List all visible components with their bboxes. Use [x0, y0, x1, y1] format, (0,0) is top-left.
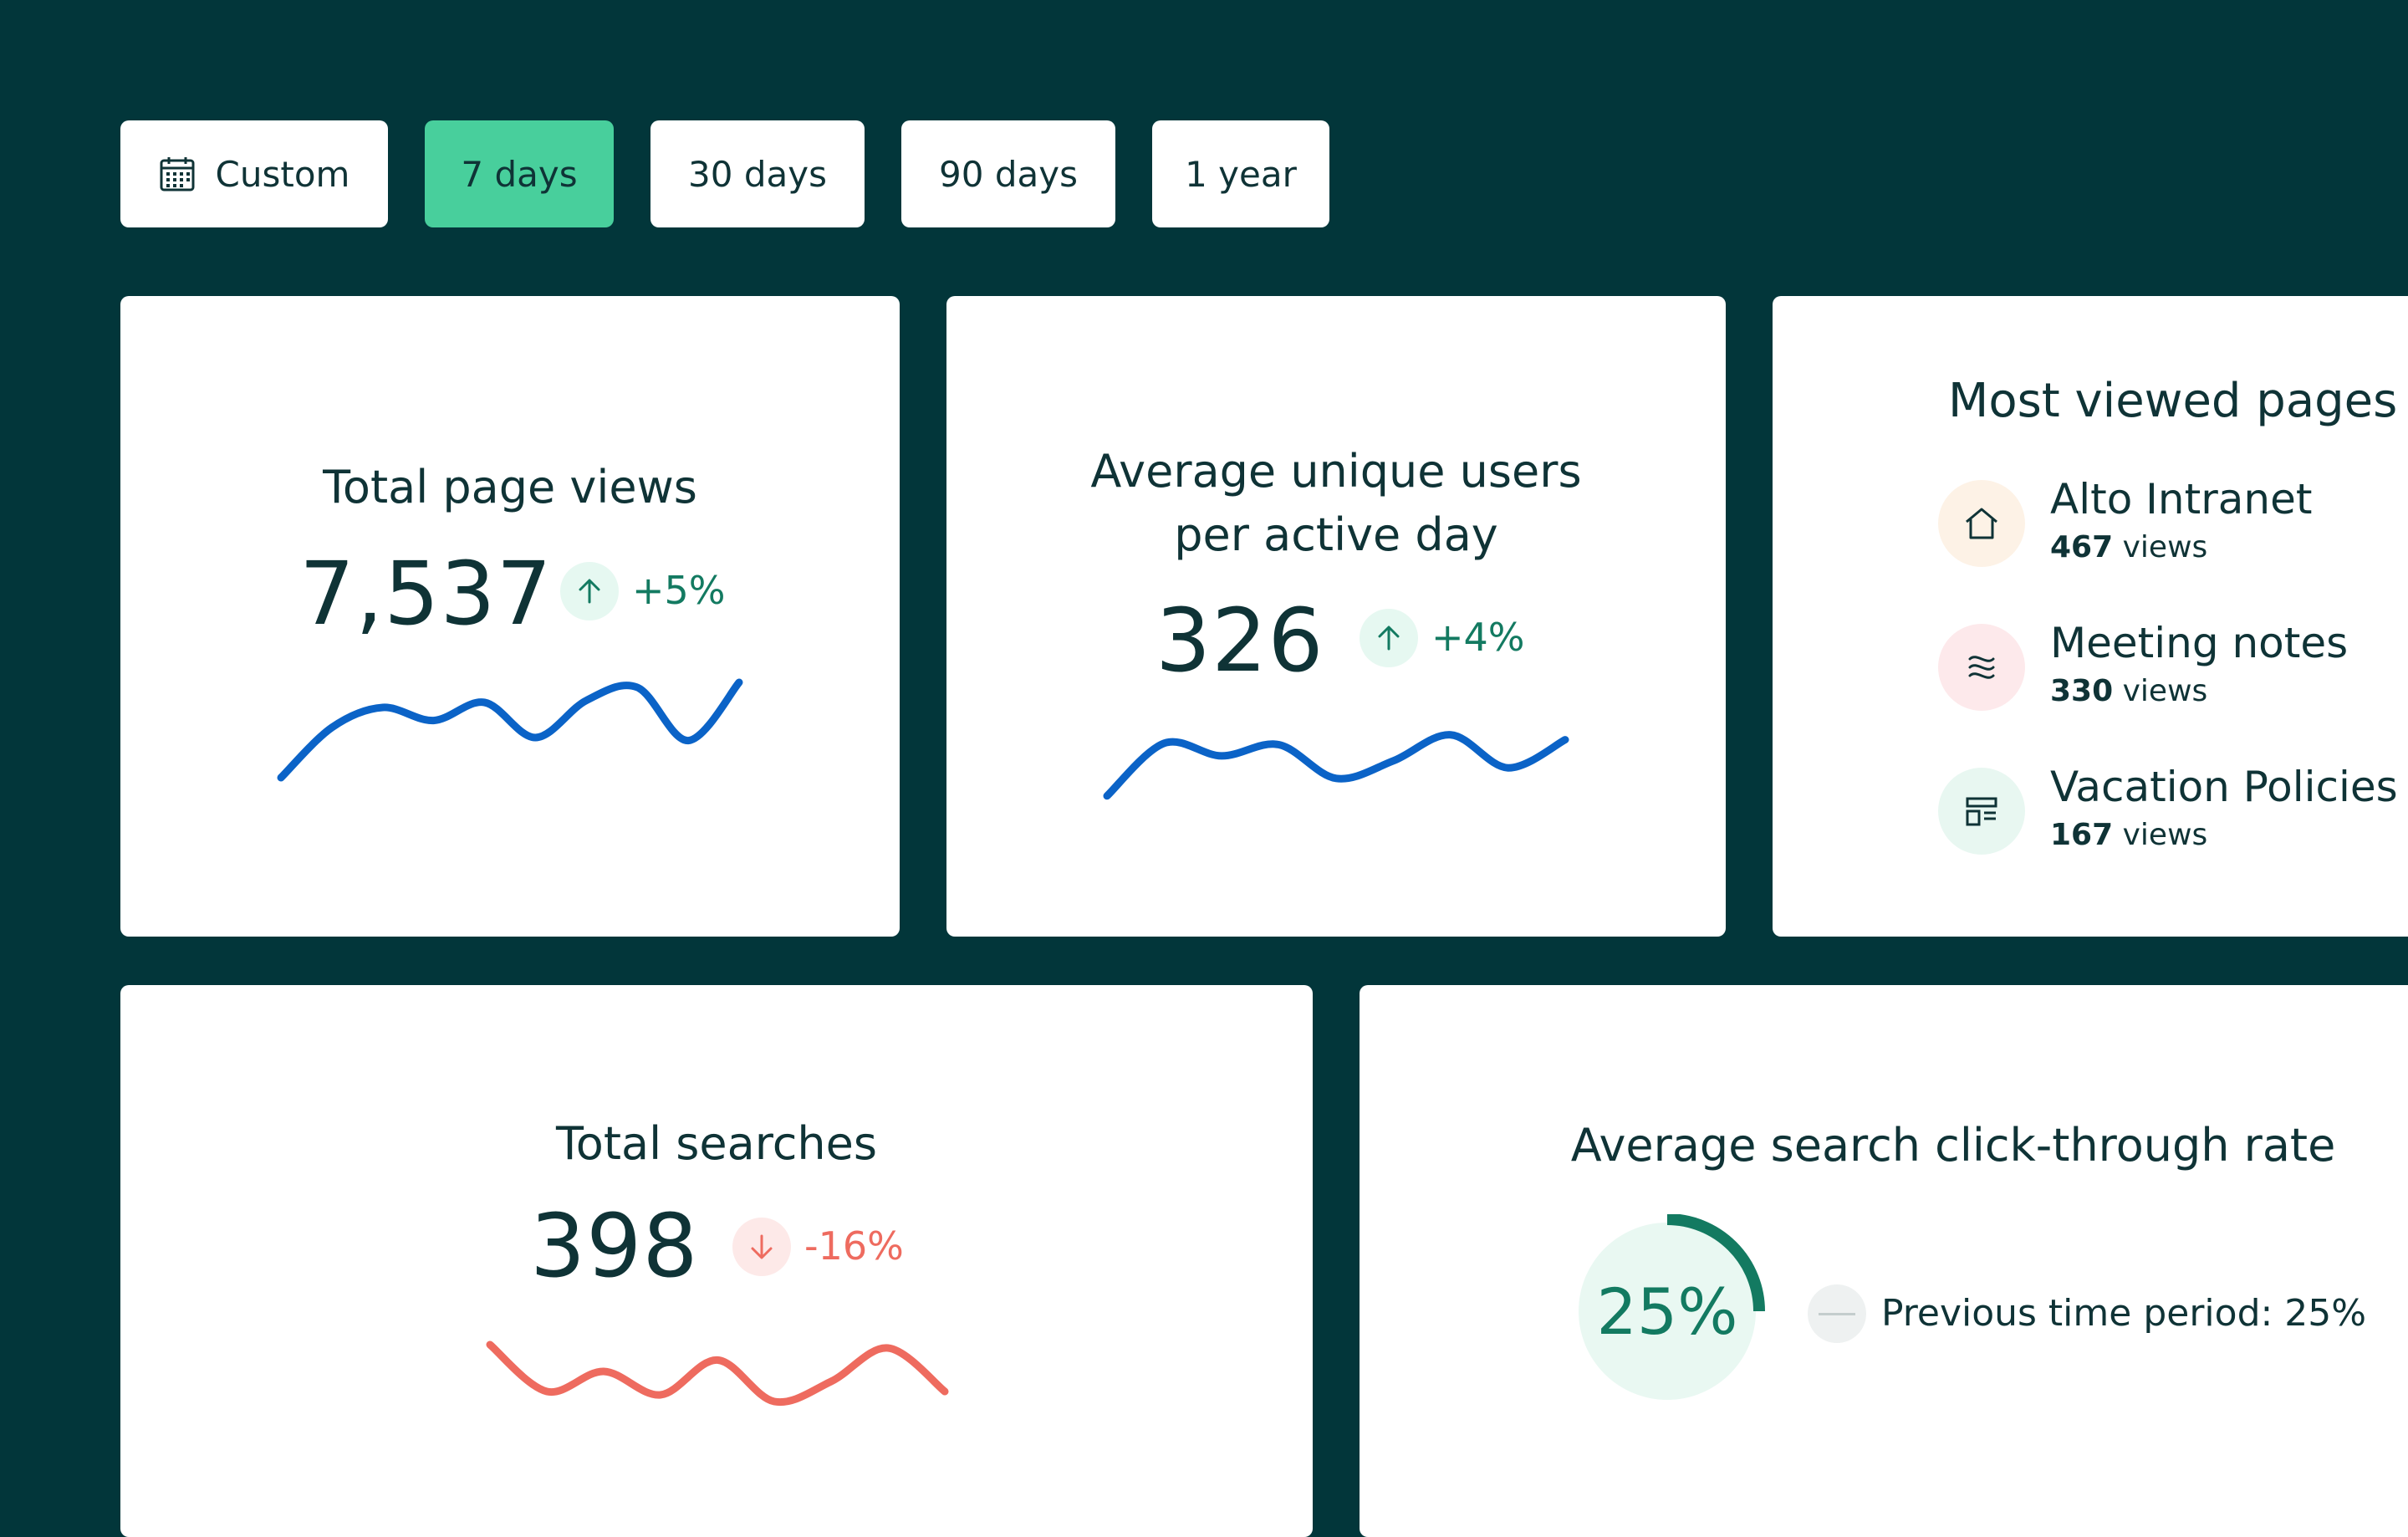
trend-down-badge [732, 1218, 791, 1276]
page-views-count: 330 views [2050, 674, 2208, 708]
notes-icon [1938, 624, 2025, 711]
filter-custom-button[interactable]: Custom [120, 120, 388, 227]
filter-7-days-button[interactable]: 7 days [425, 120, 614, 227]
trend-up-badge [560, 562, 619, 620]
sparkline-path [486, 1340, 949, 1407]
filter-1-year-button[interactable]: 1 year [1152, 120, 1329, 227]
ctr-value: 25% [1596, 1274, 1738, 1349]
page-views-change: +5% [632, 568, 726, 613]
searches-sparkline [486, 1340, 949, 1407]
arrow-up-icon [579, 579, 600, 604]
page-views-sparkline [277, 678, 743, 782]
searches-card [120, 985, 1313, 1537]
filter-label: 30 days [688, 153, 827, 195]
page-views-count: 167 views [2050, 818, 2208, 852]
filter-90-days-button[interactable]: 90 days [901, 120, 1115, 227]
trend-up-badge [1360, 609, 1418, 667]
filter-label: 90 days [939, 153, 1078, 195]
arrow-down-icon [751, 1234, 773, 1259]
sparkline-path [277, 678, 743, 782]
most-viewed-card [1773, 296, 2408, 937]
sparkline-path [1103, 731, 1569, 800]
layout-icon [1938, 768, 2025, 855]
filter-30-days-button[interactable]: 30 days [650, 120, 865, 227]
ctr-ring-background [1579, 1223, 1756, 1400]
no-change-indicator [1808, 1284, 1866, 1343]
ctr-title: Average search click-through rate [1570, 1119, 2336, 1172]
page-views-title: Total page views [323, 461, 697, 513]
ctr-ring-progress [1666, 1214, 1765, 1312]
calendar-icon [160, 157, 195, 191]
ctr-previous-period: Previous time period: 25% [1881, 1292, 2367, 1335]
page-views-count: 467 views [2050, 530, 2208, 564]
searches-value: 398 [530, 1195, 699, 1297]
most-viewed-title: Most viewed pages [1948, 374, 2398, 428]
page-name: Vacation Policies [2050, 763, 2398, 811]
home-icon [1938, 480, 2025, 567]
unique-users-value: 326 [1156, 590, 1324, 692]
searches-change: -16% [804, 1223, 904, 1269]
filter-label: 1 year [1185, 153, 1297, 195]
ctr-progress-ring [1579, 1214, 1765, 1400]
unique-users-title-line1: Average unique users [1090, 445, 1582, 498]
filter-label: 7 days [461, 153, 578, 195]
filter-custom-label: Custom [215, 153, 350, 195]
unique-users-card [946, 296, 1726, 937]
page-views-card [120, 296, 900, 937]
unique-users-sparkline [1103, 731, 1569, 800]
ctr-card [1360, 985, 2408, 1537]
page-views-value: 7,537 [299, 543, 553, 645]
unique-users-title-line2: per active day [1174, 508, 1498, 561]
unique-users-change: +4% [1431, 615, 1525, 660]
searches-title: Total searches [555, 1117, 877, 1170]
page-name: Meeting notes [2050, 619, 2349, 667]
arrow-up-icon [1378, 626, 1400, 651]
page-name: Alto Intranet [2050, 475, 2313, 523]
